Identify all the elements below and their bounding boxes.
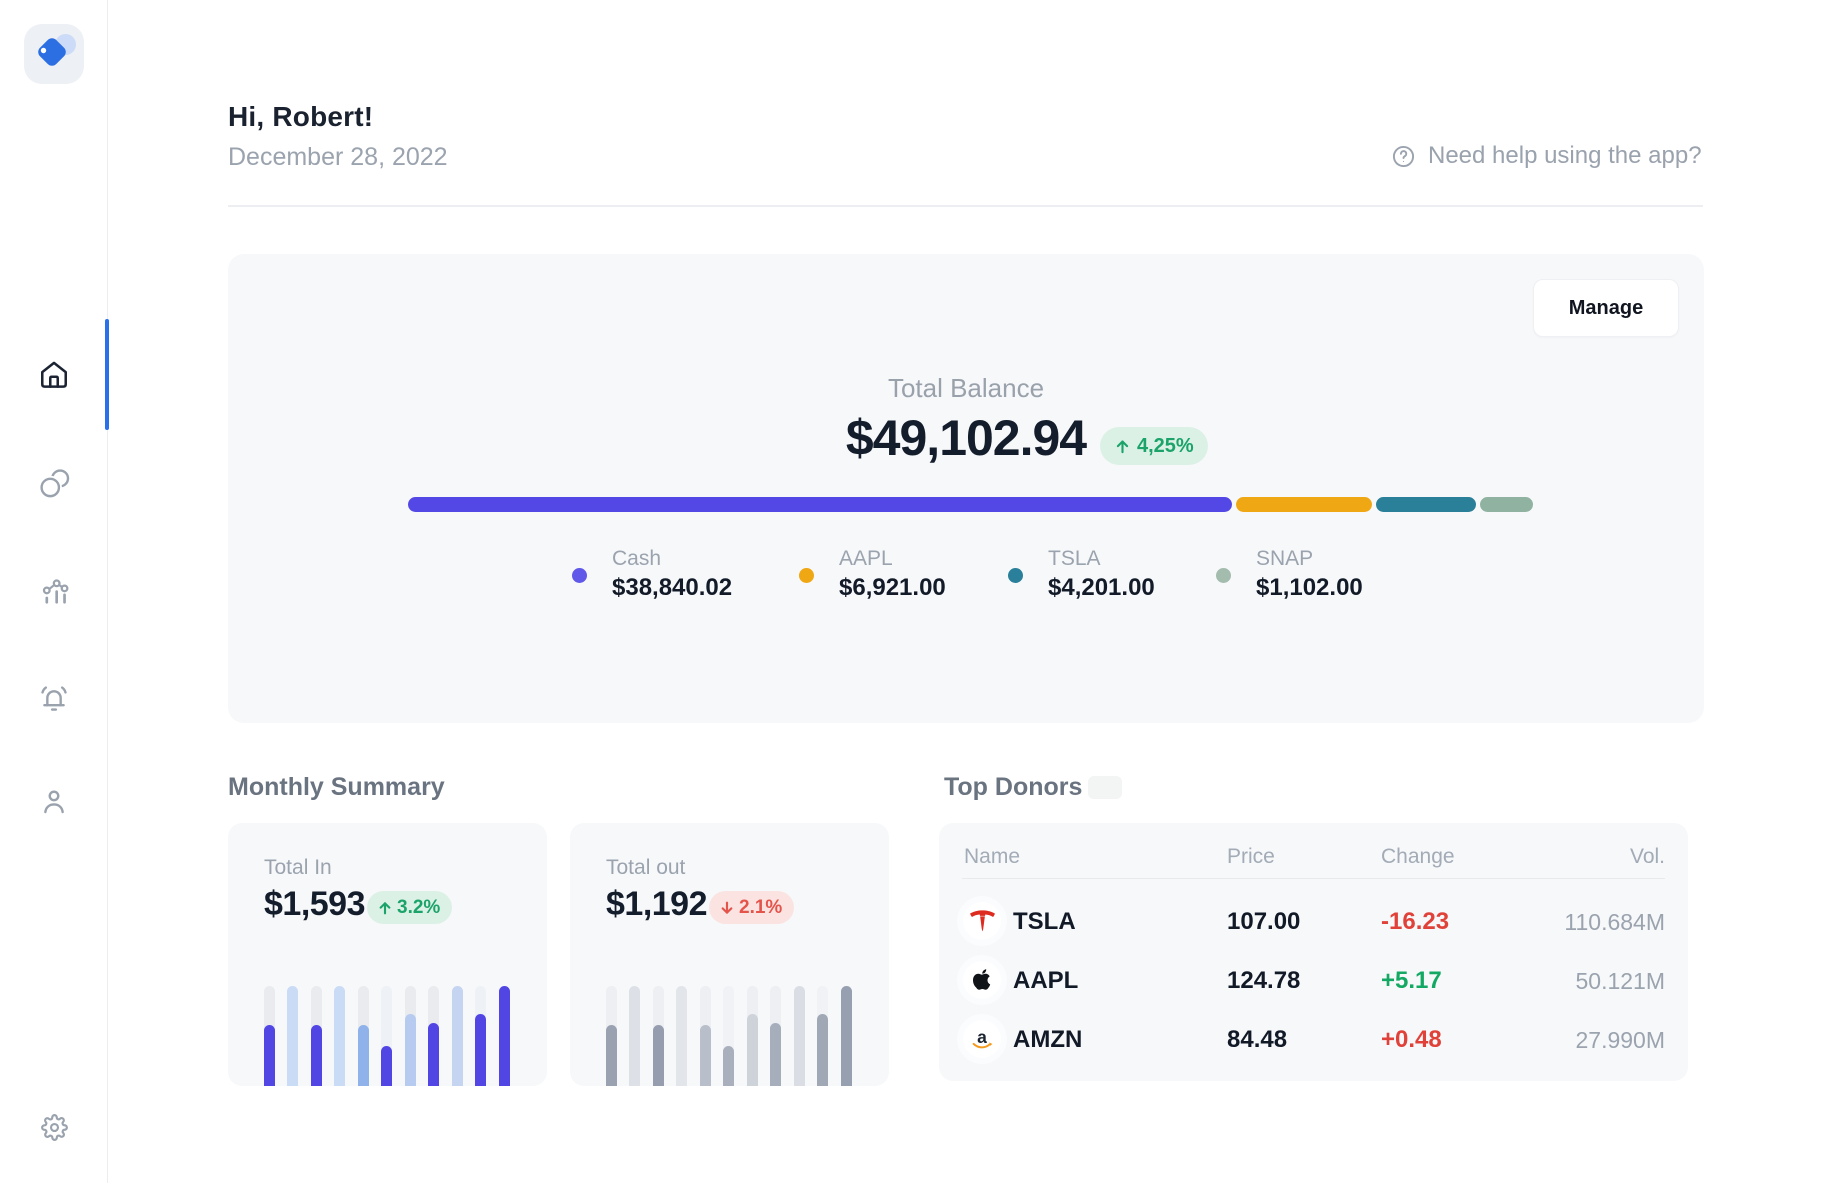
svg-text:a: a xyxy=(977,1027,987,1047)
